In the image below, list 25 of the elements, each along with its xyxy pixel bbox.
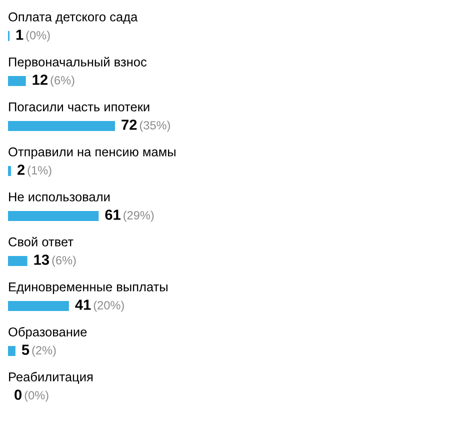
bar — [8, 121, 115, 131]
y-tick-label: Образование — [8, 326, 87, 340]
y-tick-label: Единовременные выплаты — [9, 282, 168, 294]
y-tick-label: Первоначальный взнос — [9, 56, 147, 70]
data-label: 1 (0%) — [16, 30, 50, 42]
data-label: 5 (2%) — [22, 344, 56, 357]
bar — [8, 301, 69, 311]
y-tick-label: Отправили на пенсию мамы — [8, 147, 176, 159]
bar — [8, 76, 26, 86]
data-label: 0 (0%) — [14, 390, 48, 402]
y-tick-label: Свой ответ — [8, 236, 74, 246]
bar — [8, 256, 28, 266]
bar — [8, 346, 16, 356]
y-tick-label: Оплата детского сада — [8, 12, 138, 24]
data-label: 12 (6%) — [32, 74, 74, 87]
y-tick-label: Не использовали — [9, 192, 110, 202]
data-label: 13 (6%) — [34, 254, 76, 267]
data-label: 72 (35%) — [122, 120, 170, 132]
y-tick-label: Реабилитация — [9, 372, 93, 384]
y-tick-label: Погасили часть ипотеки — [9, 102, 150, 112]
data-label: 41 (20%) — [75, 300, 124, 312]
bar — [8, 166, 11, 176]
bar — [8, 211, 99, 221]
data-label: 61 (29%) — [105, 210, 154, 222]
data-label: 2 (1%) — [17, 164, 52, 177]
